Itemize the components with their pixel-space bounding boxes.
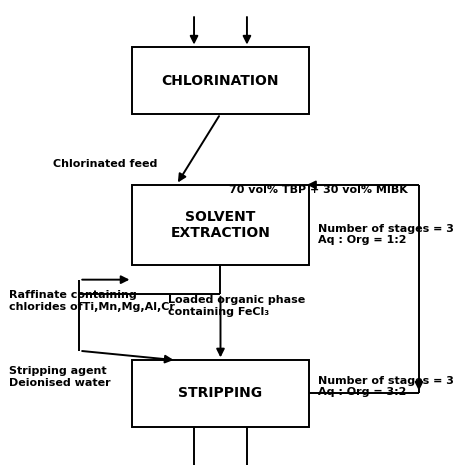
Bar	[132, 360, 309, 427]
Text: 70 vol% TBP + 30 vol% MIBK: 70 vol% TBP + 30 vol% MIBK	[229, 184, 408, 195]
Text: SOLVENT
EXTRACTION: SOLVENT EXTRACTION	[171, 210, 271, 240]
Text: STRIPPING: STRIPPING	[178, 386, 263, 401]
Text: Number of stages = 3
Aq : Org = 3:2: Number of stages = 3 Aq : Org = 3:2	[318, 375, 454, 397]
Text: Raffinate containing
chlorides ofTi,Mn,Mg,Al,Cr: Raffinate containing chlorides ofTi,Mn,M…	[9, 290, 175, 312]
Text: Loaded organic phase
containing FeCl₃: Loaded organic phase containing FeCl₃	[168, 295, 305, 317]
Text: Number of stages = 3
Aq : Org = 1:2: Number of stages = 3 Aq : Org = 1:2	[318, 224, 454, 246]
Text: Stripping agent
Deionised water: Stripping agent Deionised water	[9, 366, 110, 388]
Bar	[132, 185, 309, 265]
Text: Chlorinated feed: Chlorinated feed	[53, 158, 157, 169]
Text: CHLORINATION: CHLORINATION	[162, 73, 279, 88]
Bar	[132, 47, 309, 114]
